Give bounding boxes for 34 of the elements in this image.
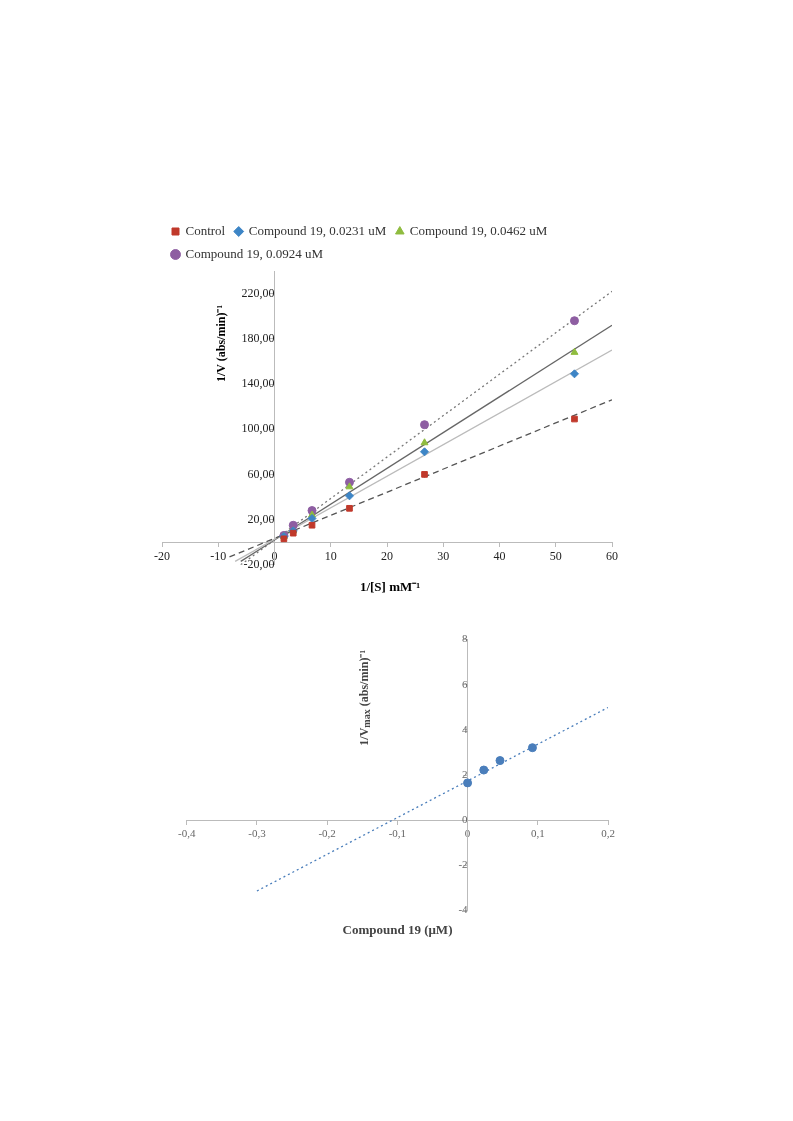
y-tick-label: 20,00 [247, 511, 275, 526]
y-tick-label: 2 [462, 767, 468, 780]
y-tick-label: 8 [462, 632, 469, 645]
y-tick-label: 60,00 [247, 466, 275, 481]
x-tick-label: -0,1 [388, 826, 407, 839]
legend-label: Compound 19, 0.0924 uM [185, 245, 324, 261]
x-tick-label: 10 [324, 548, 337, 563]
y-tick-label: -2 [458, 858, 468, 871]
y-tick-label: 6 [462, 677, 469, 690]
legend-label: Compound 19, 0.0231 uM [248, 222, 387, 238]
y-tick-label: 0 [462, 813, 469, 826]
y-axis-title: 1/V (abs/min)⁻¹ [213, 305, 229, 383]
x-tick-label: -0,3 [248, 826, 267, 839]
y-tick-label: 220,00 [241, 285, 275, 300]
x-tick-label: 20 [381, 548, 393, 563]
x-tick-label: 0,2 [601, 826, 615, 839]
y-tick-label: 4 [462, 722, 469, 735]
y-tick-label: 100,00 [241, 421, 275, 436]
x-tick-label: 30 [437, 548, 450, 563]
x-axis-title: 1/[S] mM⁻¹ [358, 578, 422, 595]
y-tick-label: -4 [458, 903, 469, 916]
x-tick-label: 0,1 [530, 826, 545, 839]
x-tick-label: -10 [210, 548, 227, 563]
x-tick-label: 60 [606, 548, 618, 563]
x-tick-label: 40 [493, 548, 506, 563]
y-tick-label: 140,00 [241, 376, 275, 391]
x-axis-title: Compound 19 (μM) [341, 922, 454, 938]
x-tick-label: 50 [549, 548, 562, 563]
x-tick-label: -0,2 [318, 826, 336, 839]
y-tick-label: 180,00 [241, 330, 275, 345]
legend-label: Control [185, 222, 226, 238]
x-tick-label: -0,4 [178, 826, 196, 839]
x-tick-label: -20 [154, 548, 170, 563]
legend-label: Compound 19, 0.0462 uM [409, 222, 548, 238]
